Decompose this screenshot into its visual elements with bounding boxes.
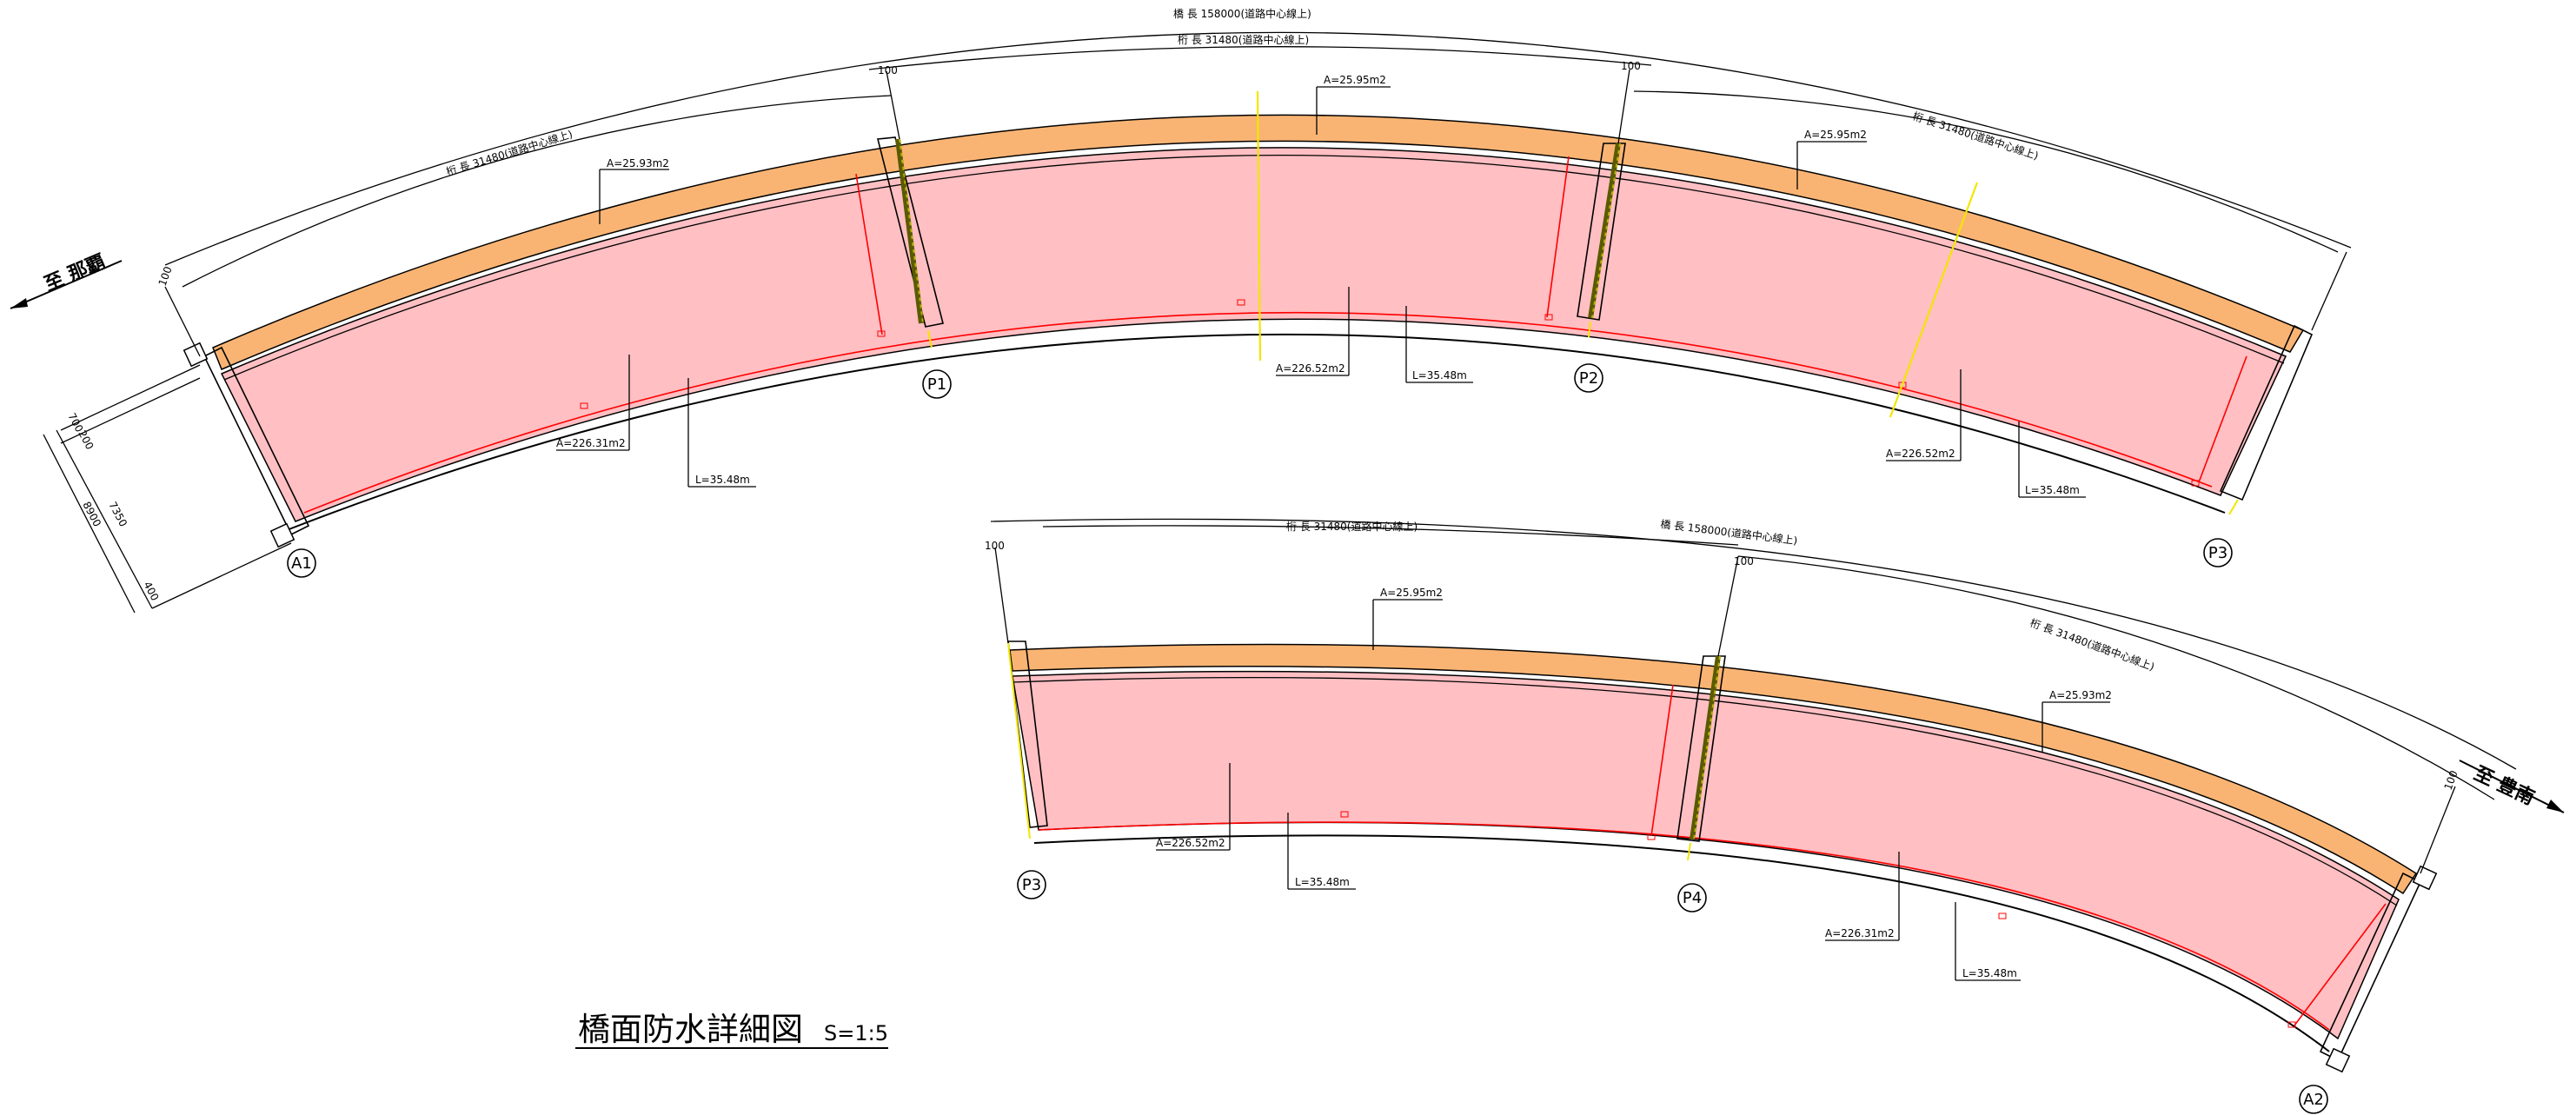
- drawing-title: 橋面防水詳細図: [578, 1011, 803, 1048]
- upper-bridge: [43, 31, 2352, 614]
- bridge-length-label: 橋 長 158000(道路中心線上): [1173, 7, 1311, 20]
- pier-label-p1: P1: [927, 375, 946, 394]
- red-marker: [580, 402, 588, 409]
- pier-marker-a2: [2299, 1085, 2328, 1114]
- pier-label-p2: P2: [1579, 369, 1598, 388]
- span-length-label-lower-left: 桁 長 31480(道路中心線上): [1286, 520, 1417, 533]
- red-marker: [1544, 314, 1553, 321]
- joint-label: 100: [1621, 60, 1641, 72]
- joint-label: 100: [878, 64, 898, 76]
- pier-markers: [287, 363, 2328, 1114]
- span-length-label-span1: 桁 長 31480(道路中心線上): [444, 127, 574, 178]
- lower-span-dimension-line: [1042, 525, 1739, 546]
- direction-label-left: 至 那覇: [42, 251, 110, 296]
- direction-arrow-right: [2459, 760, 2565, 813]
- upper-red-edge: [303, 311, 2213, 514]
- deck-area-label: A=226.52m2: [1276, 362, 1345, 375]
- span3-dimension-line: [1633, 90, 2339, 253]
- pier-p3-top-end: [2219, 251, 2347, 515]
- strip-area-label: A=25.95m2: [1380, 587, 1443, 599]
- span-length-dimension-line: [868, 46, 1652, 70]
- pier-p2-joint: [1577, 69, 1630, 338]
- pier-label-a2: A2: [2303, 1091, 2324, 1109]
- lower-bridge-length-dimension-line: [990, 518, 2517, 770]
- deck-area-label: A=226.52m2: [1886, 448, 1955, 460]
- red-section-mark: [1546, 156, 1570, 318]
- direction-label-right: 至 豊南: [2470, 762, 2538, 810]
- strip-area-label: A=25.95m2: [1804, 129, 1867, 141]
- length-label: L=35.48m: [1295, 876, 1350, 888]
- length-label: L=35.48m: [2025, 484, 2080, 496]
- red-section-mark: [2294, 903, 2387, 1026]
- center-yellow-line: [1256, 90, 1262, 362]
- pier-p4-joint: [1676, 555, 1739, 861]
- section-dim-400: 400: [141, 580, 161, 603]
- center-yellow-line: [1889, 182, 1979, 418]
- lower-bridge: [990, 518, 2517, 1073]
- deck-area-label: A=226.52m2: [1156, 837, 1225, 849]
- length-label: L=35.48m: [695, 474, 750, 486]
- deck-area-label: A=226.31m2: [1825, 927, 1895, 939]
- pier-label-p3-bottom: P3: [1022, 876, 1041, 894]
- upper-leaders: [556, 86, 2086, 498]
- red-marker: [1647, 833, 1656, 840]
- joint-label: 100: [985, 540, 1005, 552]
- span1-dimension-line: [182, 95, 892, 288]
- span-length-label-lower-right: 桁 長 31480(道路中心線上): [2028, 616, 2156, 674]
- pier-marker-a1: [287, 548, 316, 578]
- joint-label: 100: [2442, 769, 2460, 792]
- abutment-a1: [43, 286, 310, 614]
- pier-marker-p3-bottom: [1017, 870, 1046, 899]
- section-dim-7350: 7350: [106, 500, 129, 529]
- red-section-mark: [855, 173, 883, 335]
- lower-span2-dimension-line: [1737, 555, 2495, 800]
- red-section-mark: [2198, 355, 2247, 483]
- pier-marker-p1: [922, 369, 952, 399]
- upper-curb-strip: [212, 114, 2305, 370]
- abutment-a2: [2319, 786, 2456, 1073]
- drawing-scale: S=1:5: [824, 1021, 888, 1045]
- red-marker: [2191, 480, 2200, 487]
- strip-area-label: A=25.93m2: [2049, 689, 2112, 701]
- lower-deck-area: [1012, 670, 2400, 1040]
- section-dim-200: 200: [76, 428, 96, 452]
- joint-label: 100: [1734, 555, 1754, 567]
- lower-inner-edge: [1012, 676, 2398, 906]
- pier-label-a1: A1: [291, 554, 312, 573]
- red-marker: [1237, 299, 1245, 306]
- deck-area-label: A=226.31m2: [556, 437, 626, 449]
- lower-leaders: [1156, 599, 2110, 981]
- pier-p1-joint: [876, 70, 944, 348]
- bridge-length-dimension-line: [164, 31, 2352, 266]
- pier-p3-bottom-end: [994, 547, 1048, 840]
- strip-area-label: A=25.93m2: [607, 157, 669, 169]
- red-marker: [2287, 1021, 2296, 1028]
- length-label: L=35.48m: [1412, 369, 1467, 382]
- red-marker: [1998, 913, 2007, 919]
- pier-marker-p4: [1677, 883, 1707, 913]
- red-section-mark: [1650, 684, 1674, 837]
- joint-label: 100: [156, 265, 175, 288]
- red-marker: [877, 330, 886, 337]
- pier-label-p4: P4: [1683, 889, 1702, 907]
- lower-curb-strip: [1009, 643, 2418, 895]
- span-length-label-top: 桁 長 31480(道路中心線上): [1178, 33, 1309, 46]
- pier-marker-p3-top: [2203, 538, 2233, 567]
- red-marker: [1340, 811, 1349, 818]
- pier-marker-p2: [1574, 363, 1603, 393]
- strip-area-label: A=25.95m2: [1324, 74, 1386, 86]
- lower-outer-edge: [1033, 834, 2330, 1052]
- upper-outer-edge: [286, 333, 2226, 531]
- direction-arrow-left: [10, 260, 123, 309]
- length-label: L=35.48m: [1962, 967, 2017, 979]
- upper-inner-edge: [223, 155, 2285, 381]
- lower-red-edge: [1038, 821, 2330, 1031]
- pier-label-p3-top: P3: [2208, 544, 2227, 562]
